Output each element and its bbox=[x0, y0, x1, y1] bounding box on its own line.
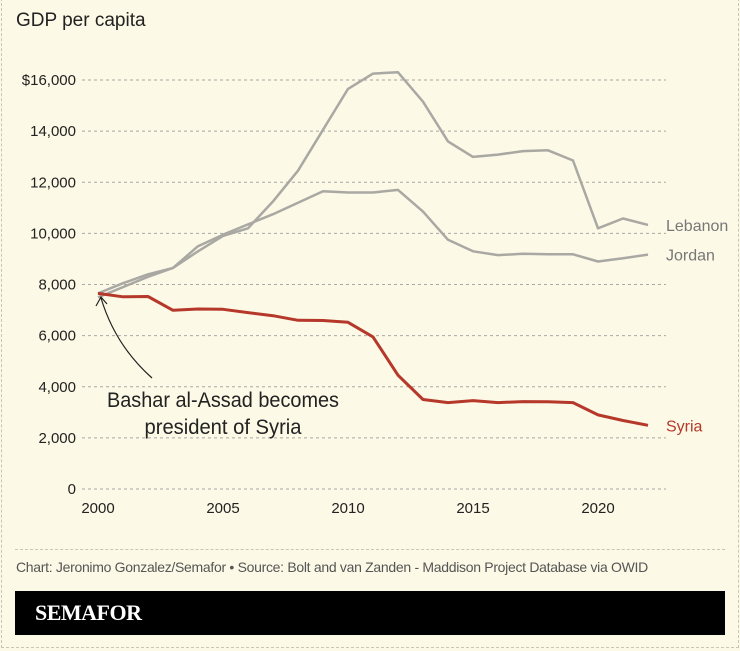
series-label-lebanon: Lebanon bbox=[666, 218, 728, 235]
x-tick-label: 2005 bbox=[206, 500, 239, 517]
series-line-jordan bbox=[97, 188, 649, 295]
y-tick-label: 4,000 bbox=[38, 379, 76, 396]
annotation: Bashar al-Assad becomes president of Syr… bbox=[95, 295, 339, 439]
arrowhead-icon bbox=[95, 295, 108, 307]
y-tick-label: 10,000 bbox=[30, 225, 76, 242]
footer-divider bbox=[15, 549, 725, 550]
x-tick-label: 2000 bbox=[81, 500, 114, 517]
annotation-line-1: Bashar al-Assad becomes bbox=[107, 389, 339, 412]
y-tick-label: 12,000 bbox=[30, 174, 76, 191]
x-tick-label: 2010 bbox=[331, 500, 364, 517]
y-tick-label: 0 bbox=[68, 481, 76, 498]
chart-title: GDP per capita bbox=[16, 10, 146, 31]
semafor-logo: SEMAFOR bbox=[35, 600, 142, 625]
y-tick-label: 6,000 bbox=[38, 328, 76, 345]
series-line-lebanon bbox=[97, 71, 649, 299]
series-line-syria bbox=[97, 291, 649, 427]
x-tick-label: 2015 bbox=[456, 500, 489, 517]
chart-credit: Chart: Jeronimo Gonzalez/Semafor • Sourc… bbox=[16, 559, 648, 575]
series-label-jordan: Jordan bbox=[666, 248, 715, 265]
annotation-arrow bbox=[100, 297, 153, 379]
series-label-syria: Syria bbox=[666, 418, 703, 435]
line-chart: 0 2,000 4,000 6,000 8,000 10,000 12,000 14,000 $… bbox=[22, 71, 728, 517]
x-tick-label: 2020 bbox=[581, 500, 614, 517]
y-tick-label: 14,000 bbox=[30, 123, 76, 140]
brand-bar: SEMAFOR bbox=[15, 591, 725, 635]
annotation-line-2: president of Syria bbox=[145, 416, 302, 439]
y-tick-label: 8,000 bbox=[38, 277, 76, 294]
y-tick-label: $16,000 bbox=[22, 72, 76, 89]
y-tick-label: 2,000 bbox=[38, 430, 76, 447]
